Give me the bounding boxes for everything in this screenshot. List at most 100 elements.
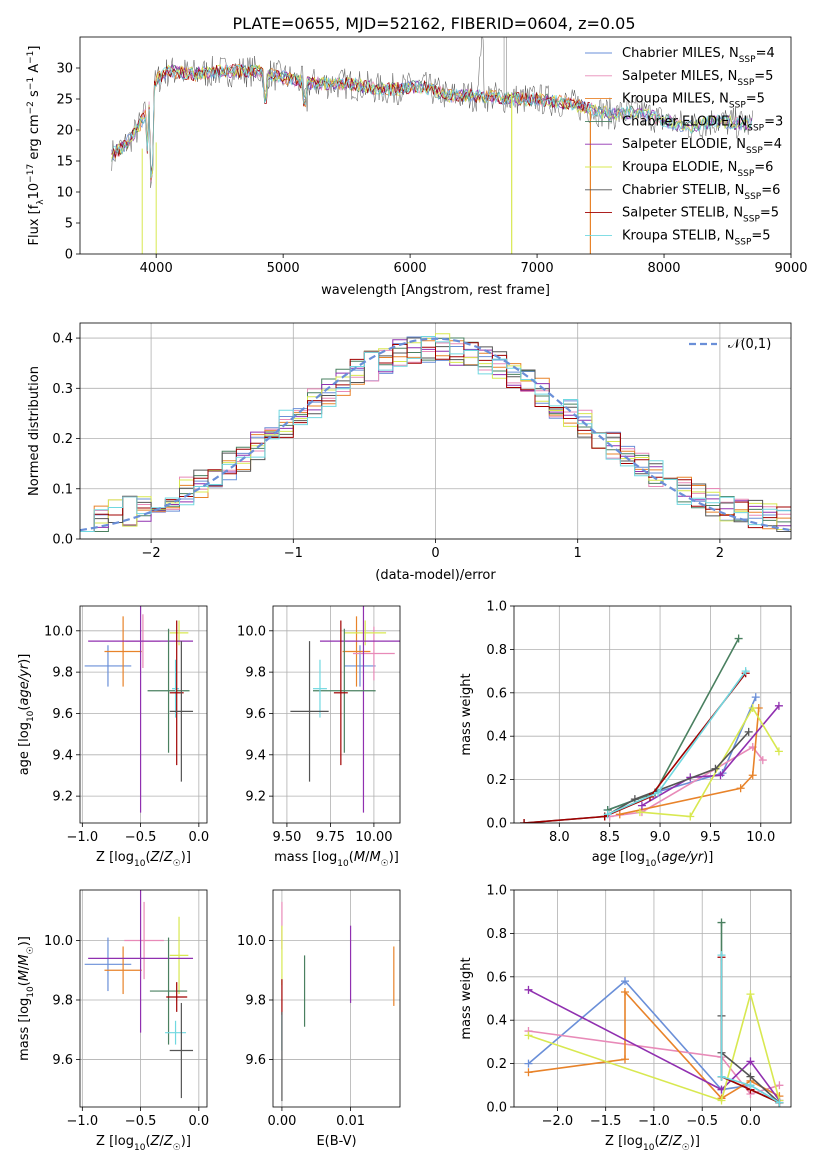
label-part: =6 xyxy=(761,183,780,198)
plus-marker xyxy=(774,747,783,756)
label-part: M xyxy=(17,954,32,965)
x-tick-label: −2 xyxy=(142,546,161,561)
plus-marker xyxy=(524,985,533,994)
label-part: −17 xyxy=(26,164,36,183)
label-part: A xyxy=(27,64,42,77)
label-part: Z [log xyxy=(605,1134,643,1149)
plus-marker xyxy=(620,977,629,986)
x-tick-label: −0.5 xyxy=(125,830,157,845)
x-tick-label: −1 xyxy=(284,546,303,561)
legend-entry: Kroupa STELIB, NSSP=5 xyxy=(622,228,771,247)
x-tick-label: −1.5 xyxy=(590,1114,622,1129)
x-tick-label: −2.0 xyxy=(542,1114,574,1129)
legend-entry: Kroupa MILES, NSSP=5 xyxy=(622,92,765,111)
plus-marker xyxy=(748,703,757,712)
series-line-kroupa-elodie xyxy=(528,991,781,1102)
label-part: M xyxy=(17,970,32,981)
series-line-kroupa-stelib xyxy=(720,955,780,1104)
x-tick-label: 9.0 xyxy=(650,830,671,845)
label-part: )] xyxy=(703,850,713,865)
plus-marker xyxy=(717,1096,726,1105)
y-tick-label: 10.0 xyxy=(44,934,73,949)
legend-entry: Chabrier STELIB, NSSP=6 xyxy=(622,183,780,202)
y-tick-label: 10.0 xyxy=(237,624,266,639)
label-part: Z xyxy=(150,1134,161,1149)
plus-marker xyxy=(751,693,760,702)
plot-area xyxy=(80,333,791,532)
label-part: Z xyxy=(672,1134,683,1149)
label-part: s xyxy=(27,90,42,101)
plus-marker xyxy=(758,756,767,765)
plus-marker xyxy=(775,1081,784,1090)
x-tick-label: −0.5 xyxy=(125,1114,157,1129)
label-part: =5 xyxy=(751,228,770,243)
x-tick-label: 8.0 xyxy=(549,830,570,845)
label-part: / xyxy=(159,850,164,865)
label-part: mass [log xyxy=(274,850,337,865)
series-line-salpeter-miles xyxy=(609,745,764,818)
label-part: SSP xyxy=(744,192,761,202)
series-line-kroupa-miles xyxy=(619,707,760,816)
label-part: M xyxy=(369,850,380,865)
plus-marker xyxy=(775,1098,784,1107)
plus-marker xyxy=(524,1031,533,1040)
label-part: erg cm xyxy=(27,114,42,163)
y-axis-label: Flux [fλ10−17 erg cm−2 s−1 A−1] xyxy=(26,46,46,246)
label-part: / xyxy=(17,965,32,970)
plus-marker xyxy=(520,819,529,823)
series-line-salpeter-stelib xyxy=(524,672,747,823)
y-tick-label: 0.0 xyxy=(486,1101,507,1116)
y-axis-label: mass weight xyxy=(459,673,474,755)
label-part: λ xyxy=(36,199,46,205)
x-tick-label: 0.0 xyxy=(740,1114,761,1129)
label-part: Z xyxy=(163,850,174,865)
label-part: ( xyxy=(656,850,661,865)
y-tick-label: 0.4 xyxy=(486,730,507,745)
label-part: 10 xyxy=(337,859,349,869)
plot-area xyxy=(111,37,754,254)
label-part: age [log xyxy=(17,722,32,775)
label-part: SSP xyxy=(739,55,756,65)
label-part: 10 xyxy=(643,1143,655,1153)
plus-marker xyxy=(746,1081,755,1090)
plus-marker xyxy=(741,667,750,676)
label-part: )] xyxy=(181,850,191,865)
label-part: =5 xyxy=(760,206,779,221)
label-part: =3 xyxy=(764,114,783,129)
x-tick-label: 0.00 xyxy=(267,1114,296,1129)
x-axis-label: mass [log10(M/M☉)] xyxy=(274,850,399,869)
label-part: mass [log xyxy=(17,998,32,1061)
y-tick-label: 10.0 xyxy=(237,934,266,949)
label-part: 10 xyxy=(26,710,36,722)
label-part: )] xyxy=(690,1134,700,1149)
label-part: Chabrier ELODIE, N xyxy=(622,114,747,129)
plus-marker xyxy=(734,634,743,643)
plot-area xyxy=(520,634,783,823)
y-tick-label: 9.6 xyxy=(52,1053,73,1068)
legend-entry: Salpeter MILES, NSSP=5 xyxy=(622,69,773,88)
label-part: SSP xyxy=(737,169,754,179)
series-line-chabrier-miles xyxy=(607,696,757,811)
label-part: SSP xyxy=(743,215,760,225)
plus-marker xyxy=(716,771,725,780)
y-tick-label: 9.4 xyxy=(245,748,266,763)
plot-area xyxy=(84,890,194,1099)
y-axis-label: Normed distribution xyxy=(27,366,42,496)
legend-entry: Chabrier MILES, NSSP=4 xyxy=(622,46,775,65)
label-part: ( xyxy=(17,981,32,986)
plus-marker xyxy=(774,701,783,710)
x-axis-label: Z [log10(Z/Z☉)] xyxy=(605,1134,700,1153)
plus-marker xyxy=(524,1068,533,1077)
label-part: SSP xyxy=(735,237,752,247)
y-tick-label: 0.0 xyxy=(486,817,507,832)
normal-curve xyxy=(80,337,791,532)
y-tick-label: 20 xyxy=(56,124,73,139)
x-tick-label: 0.0 xyxy=(189,1114,210,1129)
y-tick-label: 9.8 xyxy=(245,666,266,681)
label-part: ( xyxy=(349,850,354,865)
x-tick-label: −1.0 xyxy=(67,1114,99,1129)
legend-entry: Chabrier ELODIE, NSSP=3 xyxy=(622,114,783,133)
plot-area xyxy=(84,606,194,813)
spectrum-panel: 4000 5000 6000 7000 8000 9000 0 5 10 15 20 25 30 wave… xyxy=(26,36,808,298)
